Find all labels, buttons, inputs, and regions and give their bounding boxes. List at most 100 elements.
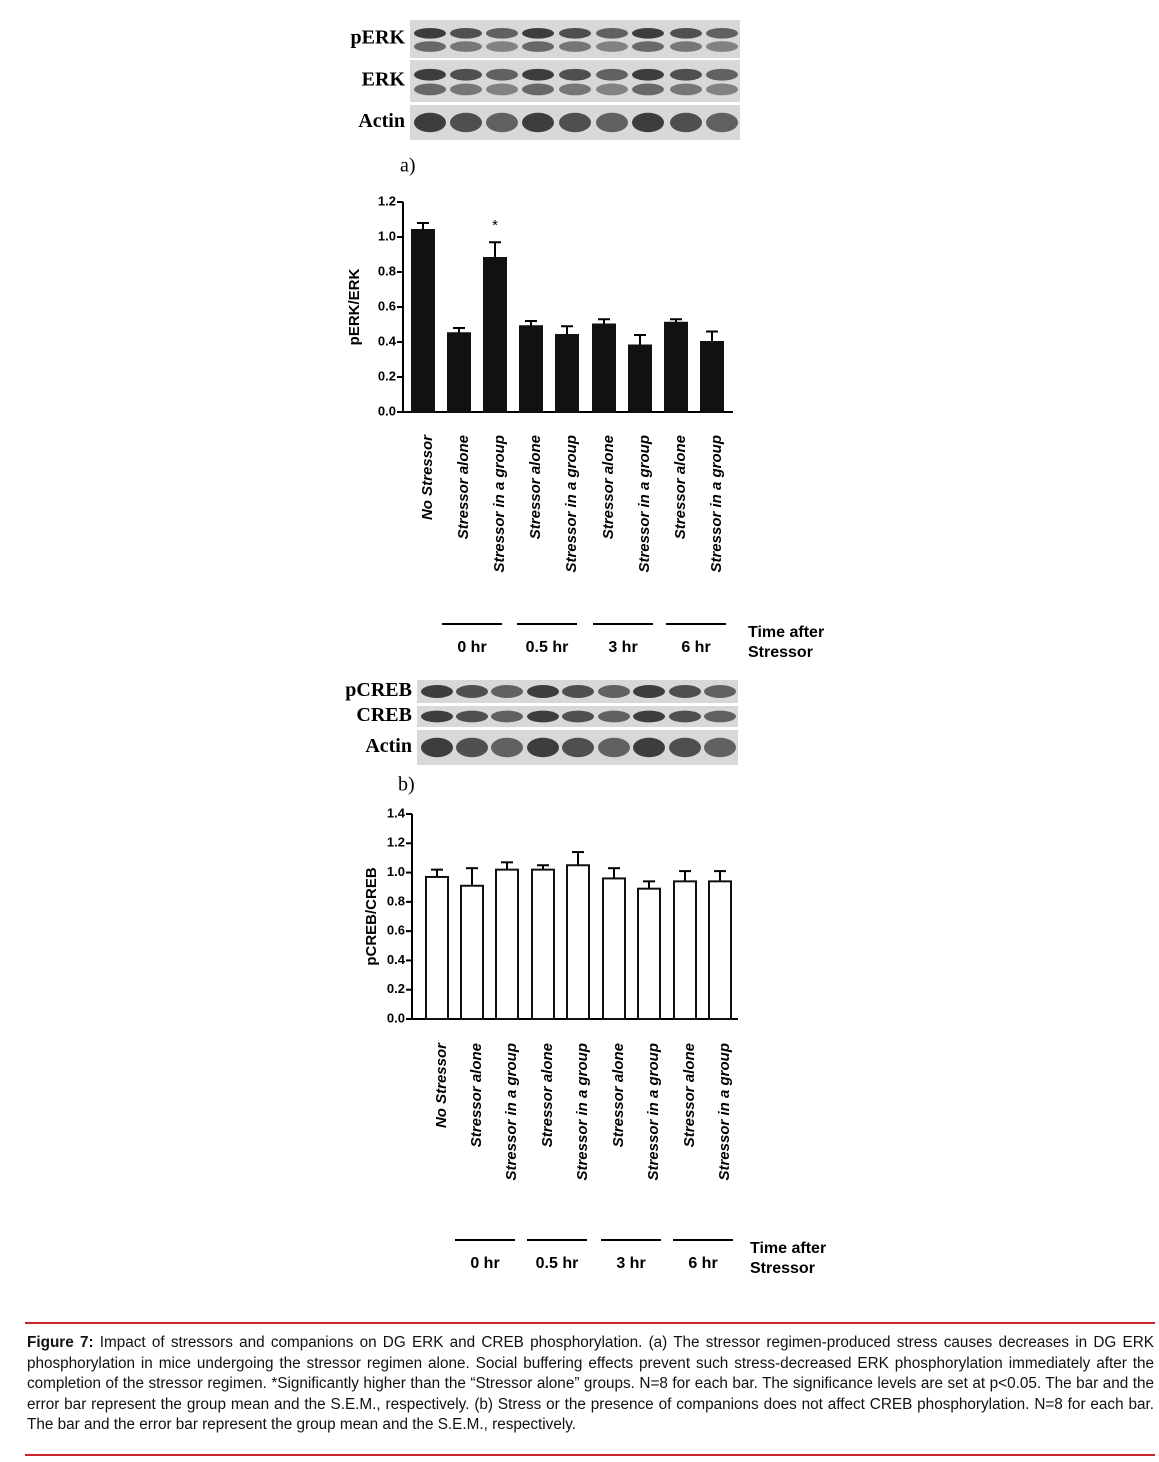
panel-label: a) — [400, 155, 416, 177]
blot-band — [670, 112, 702, 133]
blot-band — [633, 710, 665, 723]
group-label: 0 hr — [457, 639, 486, 656]
bar — [447, 332, 471, 413]
blot-band — [706, 112, 738, 133]
blot-band — [527, 737, 559, 758]
x-tick-label: Stressor in a group — [708, 435, 725, 573]
group-label: 0.5 hr — [526, 639, 569, 656]
blot-band — [706, 83, 738, 96]
bar — [637, 887, 661, 1021]
blot-strip — [410, 60, 740, 102]
x-tick-label: Stressor alone — [600, 435, 617, 539]
blot-strip — [410, 20, 740, 58]
blot-band — [450, 68, 482, 81]
blot-label: pCREB — [345, 679, 412, 701]
blot-band — [456, 737, 488, 758]
y-tick-label: 0.2 — [387, 981, 405, 996]
blot-band — [670, 41, 702, 52]
blot-band — [706, 68, 738, 81]
bar — [566, 864, 590, 1020]
blot-band — [450, 83, 482, 96]
bar — [592, 323, 616, 413]
blot-band — [559, 112, 591, 133]
blot-band — [596, 27, 628, 39]
blot-band — [706, 41, 738, 52]
y-tick-label: 0.4 — [378, 333, 397, 348]
y-tick-label: 0.6 — [378, 298, 396, 313]
blot-band — [669, 737, 701, 758]
blot-label: Actin — [358, 110, 405, 132]
figure: pERK ERK Actin a) 0.0 0.2 0.4 0.6 0.8 1.0 1.2 pERK/… — [345, 20, 740, 1272]
blot-band — [598, 710, 630, 723]
blot-band — [486, 68, 518, 81]
blot-band — [456, 710, 488, 723]
bar — [483, 257, 507, 413]
blot-band — [527, 685, 559, 698]
bar — [519, 325, 543, 413]
blot-label: ERK — [362, 69, 406, 91]
blot-band — [450, 27, 482, 39]
blot-label: Actin — [365, 735, 412, 757]
blot-band — [421, 710, 453, 723]
blot-band — [670, 27, 702, 39]
blot-band — [450, 41, 482, 52]
blot-band — [596, 41, 628, 52]
x-tick-label: Stressor alone — [672, 435, 689, 539]
blot-band — [527, 710, 559, 723]
group-label: 0 hr — [470, 1255, 499, 1272]
x-tick-label: Stressor in a group — [636, 435, 653, 573]
y-tick-label: 1.2 — [378, 193, 396, 208]
caption: Figure 7: Impact of stressors and compan… — [27, 1333, 1154, 1436]
blot-band — [414, 27, 446, 39]
bar — [411, 229, 435, 413]
blot-band — [598, 685, 630, 698]
blot-band — [562, 737, 594, 758]
bar — [531, 868, 555, 1021]
x-tick-label: No Stressor — [419, 434, 436, 520]
x-tick-label: Stressor in a group — [503, 1043, 520, 1181]
bar — [664, 321, 688, 413]
bar — [495, 868, 519, 1021]
blot-band — [633, 737, 665, 758]
y-tick-label: 1.2 — [387, 835, 405, 850]
bar — [602, 877, 626, 1021]
blot-band — [414, 83, 446, 96]
bar — [700, 341, 724, 413]
group-axis-label: Time after Stressor — [748, 624, 825, 661]
blot-band — [670, 83, 702, 96]
y-tick-label: 1.4 — [387, 805, 406, 820]
blot-band — [522, 112, 554, 133]
blot-band — [562, 710, 594, 723]
y-tick-label: 0.2 — [378, 368, 396, 383]
y-tick-label: 1.0 — [378, 228, 396, 243]
blot-band — [486, 112, 518, 133]
blot-band — [522, 27, 554, 39]
significance-marker: * — [492, 217, 498, 234]
blot-band — [670, 68, 702, 81]
bar — [460, 884, 484, 1020]
x-tick-label: Stressor alone — [455, 435, 472, 539]
bar — [425, 875, 449, 1021]
blot-band — [632, 41, 664, 52]
blot-band — [596, 83, 628, 96]
bar — [628, 344, 652, 413]
blot-band — [421, 737, 453, 758]
blot-band — [632, 27, 664, 39]
blot-band — [706, 27, 738, 39]
blot-band — [456, 685, 488, 698]
blot-band — [450, 112, 482, 133]
blot-band — [704, 710, 736, 723]
group-label: 6 hr — [681, 639, 710, 656]
blot-band — [522, 41, 554, 52]
group-axis-label: Time after Stressor — [750, 1240, 827, 1277]
group-label: 3 hr — [608, 639, 637, 656]
blot-band — [559, 83, 591, 96]
blot-band — [491, 710, 523, 723]
x-tick-label: Stressor in a group — [491, 435, 508, 573]
blot-band — [562, 685, 594, 698]
y-axis-label: pCREB/CREB — [363, 867, 380, 966]
blot-band — [486, 41, 518, 52]
blot-band — [632, 83, 664, 96]
y-axis-label: pERK/ERK — [346, 268, 363, 345]
blot-band — [414, 112, 446, 133]
